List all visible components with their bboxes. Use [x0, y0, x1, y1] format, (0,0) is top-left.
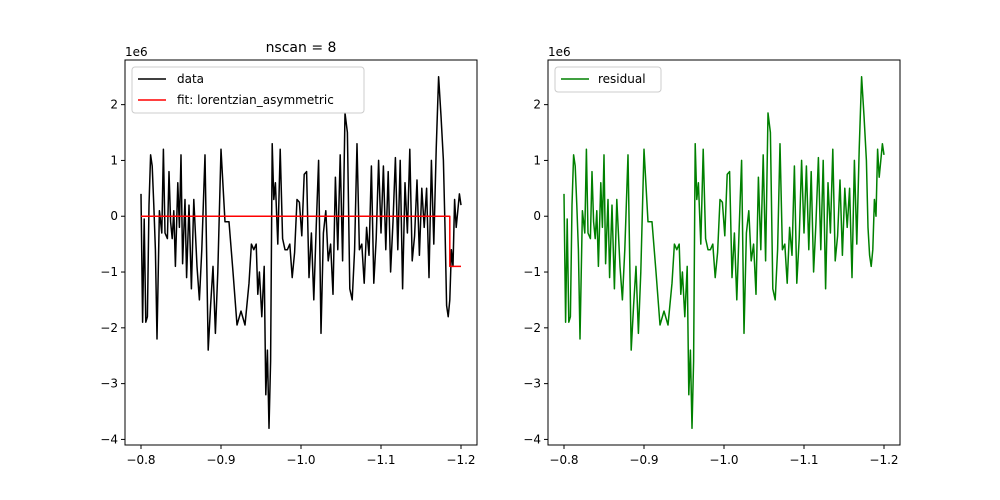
left-y-tick-label: 1 — [110, 153, 118, 167]
left-x-tick-label: −1.1 — [366, 453, 395, 467]
left-plot-lines — [140, 75, 462, 430]
right-y-tick-label: −2 — [523, 321, 541, 335]
right-y-tick-label: 1 — [533, 153, 541, 167]
left-legend-box — [131, 66, 365, 114]
right-y-tick-label: −4 — [523, 432, 541, 446]
right-y-tick-label: −3 — [523, 377, 541, 391]
right-legend: residual — [554, 66, 662, 93]
right-x-tick-label: −1.0 — [709, 453, 738, 467]
left-x-tick-label: −1.0 — [286, 453, 315, 467]
left-y-offset-text: 1e6 — [125, 45, 148, 59]
right-y-offset-text: 1e6 — [548, 45, 571, 59]
left-legend-label-data: data — [177, 72, 204, 86]
left-y-ticks: −4 −3 −2 −1 0 1 2 — [100, 98, 125, 446]
right-y-tick-label: −1 — [523, 265, 541, 279]
right-x-tick-label: −1.2 — [869, 453, 898, 467]
left-plot-panel: −0.8 −0.9 −1.0 −1.1 −1.2 −4 −3 −2 −1 0 1 2 nscan =… — [100, 40, 478, 467]
left-y-tick-label: −3 — [100, 377, 118, 391]
right-x-tick-label: −0.9 — [629, 453, 658, 467]
right-series-line-residual — [563, 75, 885, 430]
left-y-tick-label: −4 — [100, 432, 118, 446]
left-legend-label-fit: fit: lorentzian_asymmetric — [177, 93, 334, 107]
right-legend-box — [554, 66, 662, 93]
right-x-ticks: −0.8 −0.9 −1.0 −1.1 −1.2 — [549, 445, 899, 467]
right-y-tick-label: 0 — [533, 209, 541, 223]
right-legend-label-residual: residual — [598, 72, 646, 86]
right-x-tick-label: −1.1 — [789, 453, 818, 467]
left-y-tick-label: 2 — [110, 98, 118, 112]
right-x-tick-label: −0.8 — [549, 453, 578, 467]
left-y-tick-label: −2 — [100, 321, 118, 335]
right-y-ticks: −4 −3 −2 −1 0 1 2 — [523, 98, 548, 446]
left-legend: data fit: lorentzian_asymmetric — [131, 66, 365, 114]
left-x-tick-label: −0.8 — [126, 453, 155, 467]
left-x-tick-label: −1.2 — [446, 453, 475, 467]
left-x-ticks: −0.8 −0.9 −1.0 −1.1 −1.2 — [126, 445, 476, 467]
right-y-tick-label: 2 — [533, 98, 541, 112]
right-plot-lines — [563, 75, 885, 430]
left-y-tick-label: 0 — [110, 209, 118, 223]
left-y-tick-label: −1 — [100, 265, 118, 279]
left-series-line-fit-lorentzian-asymmetric — [141, 215, 461, 268]
left-x-tick-label: −0.9 — [206, 453, 235, 467]
left-series-line-data — [140, 75, 462, 430]
right-plot-panel: −0.8 −0.9 −1.0 −1.1 −1.2 −4 −3 −2 −1 0 1 2 1e6 res… — [523, 45, 901, 467]
left-plot-title: nscan = 8 — [266, 40, 337, 56]
